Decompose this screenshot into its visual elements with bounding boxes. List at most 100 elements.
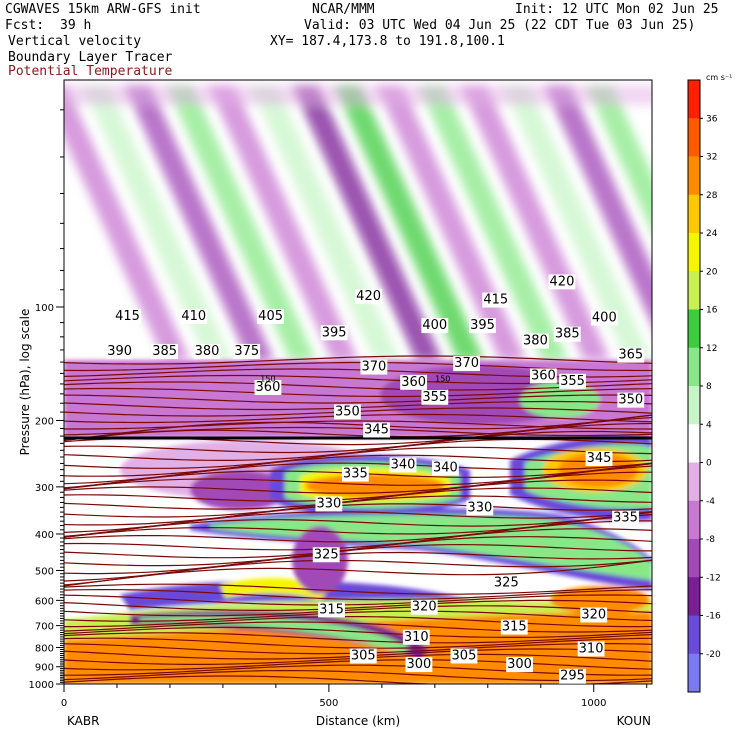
x-tick-label: 1000	[581, 698, 606, 709]
colorbar-swatch	[688, 500, 700, 540]
contour-label: 330	[467, 500, 492, 515]
wave-band	[460, 85, 610, 360]
contour-label: 320	[581, 607, 606, 622]
contour-label-bg	[193, 343, 221, 359]
contour-label: 300	[407, 657, 432, 672]
contour-label: 410	[181, 309, 206, 324]
contour-label: 355	[422, 390, 447, 405]
colorbar-units: cm s⁻¹	[706, 73, 732, 82]
contour-label-bg	[453, 356, 481, 372]
contour-label: 315	[502, 620, 527, 635]
colorbar-label: -12	[706, 573, 721, 583]
wave-band	[124, 85, 274, 360]
isentrope	[64, 616, 652, 628]
colorbar-swatch	[688, 118, 700, 157]
contour-label: 370	[361, 360, 386, 375]
contour-label: 420	[356, 289, 381, 304]
colorbar-swatch	[688, 194, 700, 234]
contour-label-bg	[466, 500, 494, 516]
contour-label-bg	[450, 648, 478, 664]
velocity-region	[120, 580, 470, 612]
init-time: Init: 12 UTC Mon 02 Jun 25	[515, 2, 719, 17]
wave-band	[502, 85, 652, 360]
isentrope	[64, 355, 652, 365]
contour-label-bg	[617, 347, 645, 363]
velocity-region	[140, 615, 410, 655]
colorbar-label: 4	[706, 420, 712, 430]
y-tick-label: 700	[35, 622, 54, 633]
wave-band	[418, 85, 568, 360]
contour-label: 385	[152, 344, 177, 359]
contour-label-bg	[410, 599, 438, 615]
contour-label-bg	[500, 619, 528, 635]
contour-label: 350	[335, 404, 360, 419]
x-tick-label: 500	[319, 698, 338, 709]
theta-contour-labels: 295 300 300 305 305 310 310 315 315 320 320 325 325 3…	[106, 274, 645, 684]
contour-label: 310	[404, 630, 429, 645]
contour-label-bg	[180, 308, 208, 324]
contour-label-bg	[318, 602, 345, 618]
contour-label: 400	[592, 311, 617, 326]
cross-section-endpoints: XY= 187.4,173.8 to 191.8,100.1	[270, 34, 505, 49]
endpoint-left: KABR	[67, 714, 99, 728]
contour-label-bg	[529, 368, 557, 384]
contour-label: 415	[115, 309, 140, 324]
colorbar-swatch	[688, 80, 700, 119]
contour-label: 340	[391, 457, 416, 472]
y-tick-label: 400	[35, 530, 54, 541]
isentrope	[64, 487, 652, 518]
contour-label-bg	[151, 343, 179, 359]
contour-label-small: 150	[260, 375, 275, 384]
wave-band	[376, 85, 526, 360]
y-axis-ticks: 100 200 300 400 500 600 700 800 900 1000	[29, 109, 64, 691]
isentrope	[64, 536, 652, 567]
contour-label: 345	[587, 451, 612, 466]
isentrope	[64, 471, 652, 502]
colorbar-swatch	[688, 462, 700, 502]
contour-label: 300	[507, 657, 532, 672]
contour-label-bg	[320, 325, 348, 341]
contour-label-bg	[553, 326, 581, 342]
contour-label-bg	[315, 496, 343, 512]
contour-label: 305	[452, 648, 477, 663]
contour-label: 385	[555, 327, 580, 342]
contour-label: 335	[343, 467, 368, 482]
y-tick-label: 1000	[29, 680, 54, 691]
contour-label-bg	[333, 404, 361, 420]
colorbar: 36 32 28 24 20 16 12 8 4 0 -4 -8 -12 -16 -20	[687, 79, 721, 693]
contour-label: 325	[494, 576, 519, 591]
contour-label-bg	[312, 547, 340, 563]
contour-label: 330	[316, 496, 341, 511]
colorbar-label: 0	[706, 459, 712, 469]
isentrope	[64, 675, 652, 684]
contour-label: 315	[319, 602, 344, 617]
contour-label-bg	[349, 648, 377, 664]
isentrope	[64, 605, 652, 617]
isentrope	[64, 626, 652, 638]
y-tick-label: 600	[35, 596, 54, 607]
contour-label: 325	[314, 547, 339, 562]
contour-label: 340	[433, 461, 458, 476]
wave-band	[64, 85, 652, 105]
wave-band	[82, 85, 232, 360]
colorbar-swatch	[688, 577, 700, 616]
isentrope	[64, 599, 652, 611]
contour-label-bg	[400, 374, 428, 390]
contour-label: 320	[412, 600, 437, 615]
colorbar-label: -4	[706, 497, 715, 507]
contour-label-bg	[577, 641, 605, 657]
contour-label: 310	[579, 641, 604, 656]
colorbar-swatch	[688, 653, 700, 693]
forecast-label: Fcst:	[5, 18, 45, 33]
contour-label: 405	[258, 309, 283, 324]
wave-band	[544, 85, 652, 325]
contour-label-bg	[341, 466, 369, 482]
colorbar-swatch	[688, 271, 700, 310]
contour-label: 360	[531, 368, 556, 383]
colorbar-label: 8	[706, 382, 712, 392]
isentrope	[64, 559, 652, 587]
contour-label-bg	[233, 343, 261, 359]
field-name-boundary-layer-tracer: Boundary Layer Tracer	[8, 50, 173, 65]
contour-label: 395	[470, 318, 495, 333]
forecast-hour: 39 h	[60, 18, 92, 33]
